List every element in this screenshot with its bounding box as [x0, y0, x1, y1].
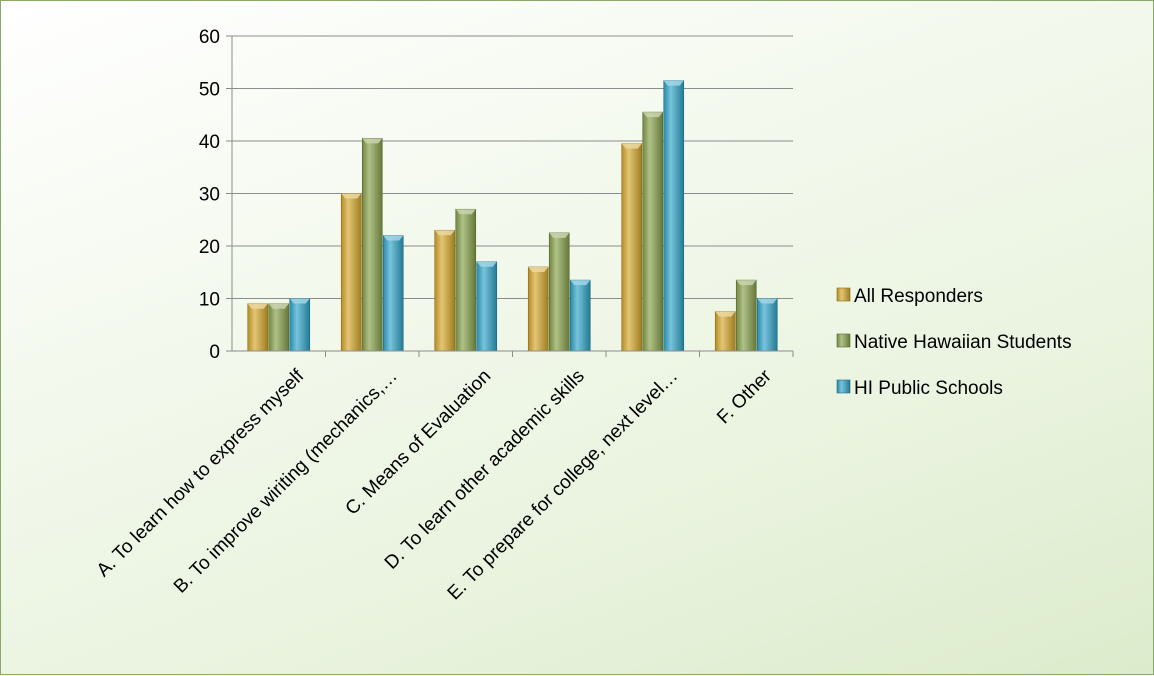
legend-swatch — [836, 287, 851, 302]
bar-cap — [528, 267, 549, 272]
bar-cap — [663, 80, 684, 86]
bar-cap — [570, 280, 591, 286]
bar-cap — [621, 143, 642, 149]
bar — [268, 303, 290, 352]
bars — [247, 80, 778, 352]
legend-label: Native Hawaiian Students — [854, 332, 1072, 353]
legend-label: HI Public Schools — [854, 378, 1003, 399]
bar-cap — [383, 235, 404, 241]
y-tick-label: 60 — [199, 27, 220, 48]
bar — [340, 193, 362, 352]
bar — [642, 111, 664, 352]
legend-label: All Responders — [854, 286, 983, 307]
y-tick-label: 50 — [199, 80, 220, 101]
bar-cap — [362, 138, 383, 144]
y-tick-label: 40 — [199, 132, 220, 153]
bar-cap — [476, 261, 497, 267]
bar — [382, 235, 404, 352]
bar — [361, 138, 383, 352]
x-category-label: D. To learn other academic skills — [381, 366, 589, 574]
gridlines — [232, 35, 793, 299]
bar — [289, 298, 311, 352]
bar-cap — [549, 232, 570, 238]
bar-cap — [757, 298, 778, 304]
bar — [247, 303, 269, 352]
bar-cap — [341, 193, 362, 199]
bar — [548, 232, 570, 352]
legend-swatch — [836, 379, 851, 394]
bar-cap — [289, 298, 310, 304]
bar — [527, 266, 549, 352]
bar — [663, 80, 685, 352]
y-tick-label: 0 — [209, 342, 220, 363]
y-tick-label: 10 — [199, 290, 220, 311]
y-tick-label: 30 — [199, 185, 220, 206]
bar — [621, 143, 643, 352]
bar-cap — [434, 230, 455, 236]
bar — [434, 229, 456, 352]
bar — [569, 279, 591, 352]
x-category-label: A. To learn how to express myself — [93, 365, 309, 581]
bar-cap — [715, 311, 736, 317]
bar — [476, 261, 498, 352]
bar-cap — [247, 303, 268, 309]
bar — [714, 311, 736, 352]
legend-swatch — [836, 333, 851, 348]
bar — [455, 208, 477, 352]
bar — [756, 298, 778, 352]
bar-cap — [736, 280, 757, 286]
legend: All Responders Native Hawaiian Students HI… — [836, 286, 1072, 399]
bar-cap — [268, 303, 289, 309]
y-axis-ticks: 0 10 20 30 40 50 60 — [199, 27, 232, 363]
x-category-label: F. Other — [713, 365, 776, 428]
bar-cap — [642, 112, 663, 118]
y-tick-label: 20 — [199, 237, 220, 258]
bar — [735, 279, 757, 352]
bar-cap — [455, 209, 476, 215]
axes — [231, 36, 794, 357]
